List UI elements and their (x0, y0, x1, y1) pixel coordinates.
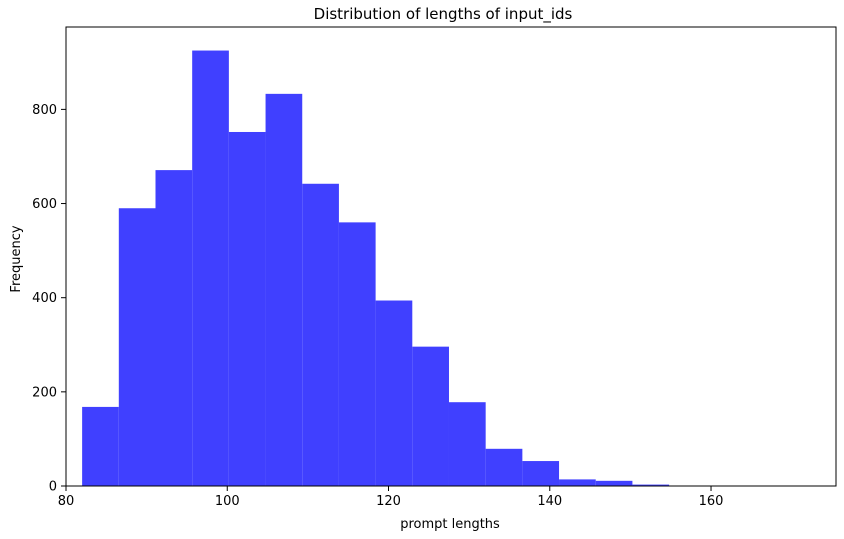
x-tick-label-1: 100 (215, 494, 240, 509)
x-tick-label-3: 140 (537, 494, 562, 509)
x-axis-label: prompt lengths (400, 517, 500, 532)
bars-layer (82, 51, 816, 486)
histogram-bar-7 (339, 222, 376, 486)
histogram-bar-6 (302, 184, 339, 486)
x-tick-label-0: 80 (58, 494, 75, 509)
y-axis-label: Frequency (9, 225, 24, 292)
histogram-bar-11 (486, 449, 523, 486)
histogram-bar-8 (376, 301, 413, 486)
histogram-bar-13 (559, 479, 596, 486)
histogram-bar-4 (229, 132, 266, 486)
histogram-bar-5 (266, 94, 303, 486)
histogram-bar-3 (192, 51, 229, 486)
histogram-bar-9 (412, 347, 449, 486)
y-tick-label-4: 800 (32, 103, 57, 118)
y-tick-label-0: 0 (49, 480, 57, 495)
histogram-bar-12 (522, 461, 559, 486)
x-tick-label-4: 160 (699, 494, 724, 509)
y-tick-label-1: 200 (32, 385, 57, 400)
y-tick-label-2: 400 (32, 291, 57, 306)
histogram-bar-2 (155, 170, 192, 486)
chart-title: Distribution of lengths of input_ids (314, 5, 573, 24)
histogram-bar-10 (449, 402, 486, 486)
histogram-bar-0 (82, 407, 119, 486)
histogram-bar-1 (119, 208, 156, 486)
y-tick-label-3: 600 (32, 197, 57, 212)
x-tick-label-2: 120 (376, 494, 401, 509)
histogram-bar-14 (596, 481, 633, 486)
